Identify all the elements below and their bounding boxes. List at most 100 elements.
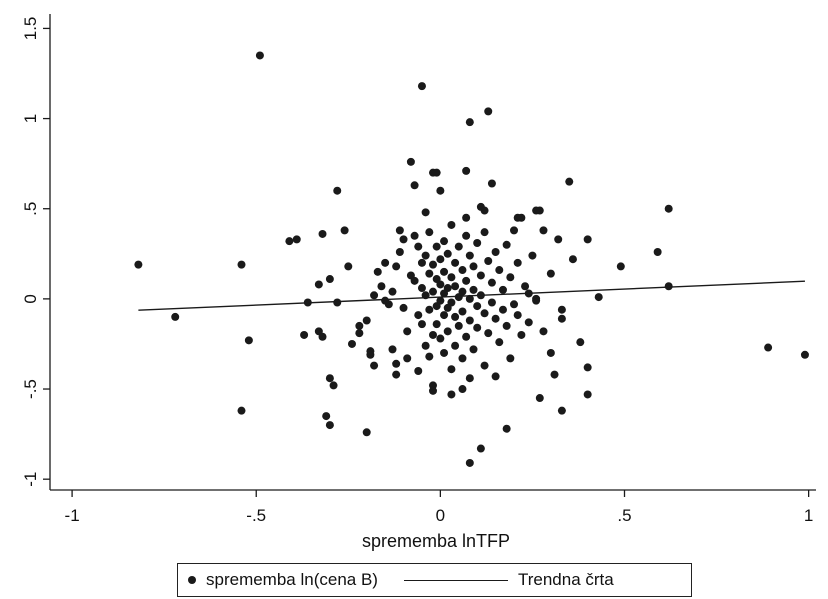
data-point	[399, 303, 408, 312]
data-point	[440, 311, 449, 320]
data-point	[355, 321, 364, 330]
data-point	[583, 390, 592, 399]
data-point	[462, 276, 471, 285]
data-point	[362, 316, 371, 325]
data-point	[414, 242, 423, 251]
data-point	[583, 363, 592, 372]
data-point	[473, 238, 482, 247]
data-point	[421, 251, 430, 260]
x-tick-label: -.5	[246, 506, 266, 525]
data-point	[325, 421, 334, 430]
data-point	[513, 258, 522, 267]
data-point	[465, 294, 474, 303]
data-point	[480, 309, 489, 318]
data-point	[462, 213, 471, 222]
data-point	[410, 231, 419, 240]
data-point	[495, 266, 504, 275]
data-points	[134, 51, 809, 467]
data-point	[484, 257, 493, 266]
data-point	[458, 307, 467, 316]
data-point	[539, 327, 548, 336]
data-point	[476, 444, 485, 453]
data-point	[377, 282, 386, 291]
data-point	[546, 269, 555, 278]
data-point	[568, 255, 577, 264]
data-point	[395, 226, 404, 235]
data-point	[447, 365, 456, 374]
data-point	[410, 181, 419, 190]
data-point	[546, 348, 555, 357]
data-point	[429, 386, 437, 395]
data-point	[447, 273, 456, 282]
data-point	[583, 235, 592, 244]
data-point	[451, 312, 460, 321]
data-point	[340, 226, 349, 235]
data-point	[462, 231, 471, 240]
x-axis-title: sprememba lnTFP	[362, 531, 510, 551]
legend: sprememba ln(cena B) Trendna črta	[177, 563, 692, 597]
data-point	[462, 166, 471, 175]
data-point	[480, 206, 489, 215]
data-point	[366, 350, 375, 359]
data-point	[451, 341, 460, 350]
data-point	[292, 235, 301, 244]
data-point	[521, 282, 530, 291]
data-point	[370, 361, 379, 370]
data-point	[417, 82, 426, 91]
data-point	[399, 235, 408, 244]
data-point	[465, 458, 474, 467]
data-point	[443, 284, 452, 293]
data-point	[517, 330, 526, 339]
data-point	[325, 374, 334, 383]
legend-item-scatter: sprememba ln(cena B)	[178, 570, 378, 590]
data-point	[454, 321, 463, 330]
legend-line-marker	[403, 579, 508, 581]
data-point	[491, 248, 500, 256]
data-point	[436, 280, 445, 289]
data-point	[436, 334, 445, 343]
data-point	[392, 262, 401, 271]
data-point	[506, 273, 515, 282]
data-point	[414, 367, 423, 375]
data-point	[506, 354, 515, 363]
data-point	[451, 258, 460, 267]
data-point	[557, 406, 566, 415]
data-point	[510, 226, 519, 235]
legend-item-trend: Trendna črta	[378, 570, 614, 590]
data-point	[458, 266, 467, 275]
data-point	[347, 339, 356, 348]
data-point	[576, 338, 585, 347]
y-tick-label: 1.5	[21, 17, 40, 41]
data-point	[344, 262, 353, 271]
data-point	[329, 381, 338, 390]
data-point	[373, 267, 382, 276]
data-point	[458, 385, 467, 394]
data-point	[447, 298, 456, 307]
data-point	[469, 262, 478, 271]
data-point	[480, 228, 489, 237]
data-point	[447, 390, 456, 399]
data-point	[498, 285, 507, 294]
data-point	[381, 296, 390, 305]
data-point	[458, 287, 467, 296]
x-tick-label: 1	[804, 506, 813, 525]
legend-dot-marker	[188, 576, 196, 584]
data-point	[502, 321, 511, 330]
data-point	[325, 275, 334, 284]
data-point	[487, 298, 496, 307]
data-point	[440, 267, 449, 276]
data-point	[498, 305, 507, 314]
data-point	[528, 251, 537, 260]
data-point	[469, 285, 478, 294]
data-point	[436, 296, 445, 305]
data-point	[432, 320, 441, 329]
x-tick-label: .5	[617, 506, 631, 525]
data-point	[432, 168, 441, 177]
data-point	[487, 179, 496, 188]
data-point	[314, 280, 323, 289]
data-point	[388, 287, 397, 296]
data-point	[454, 242, 463, 251]
data-point	[425, 269, 434, 278]
data-point	[532, 206, 541, 215]
